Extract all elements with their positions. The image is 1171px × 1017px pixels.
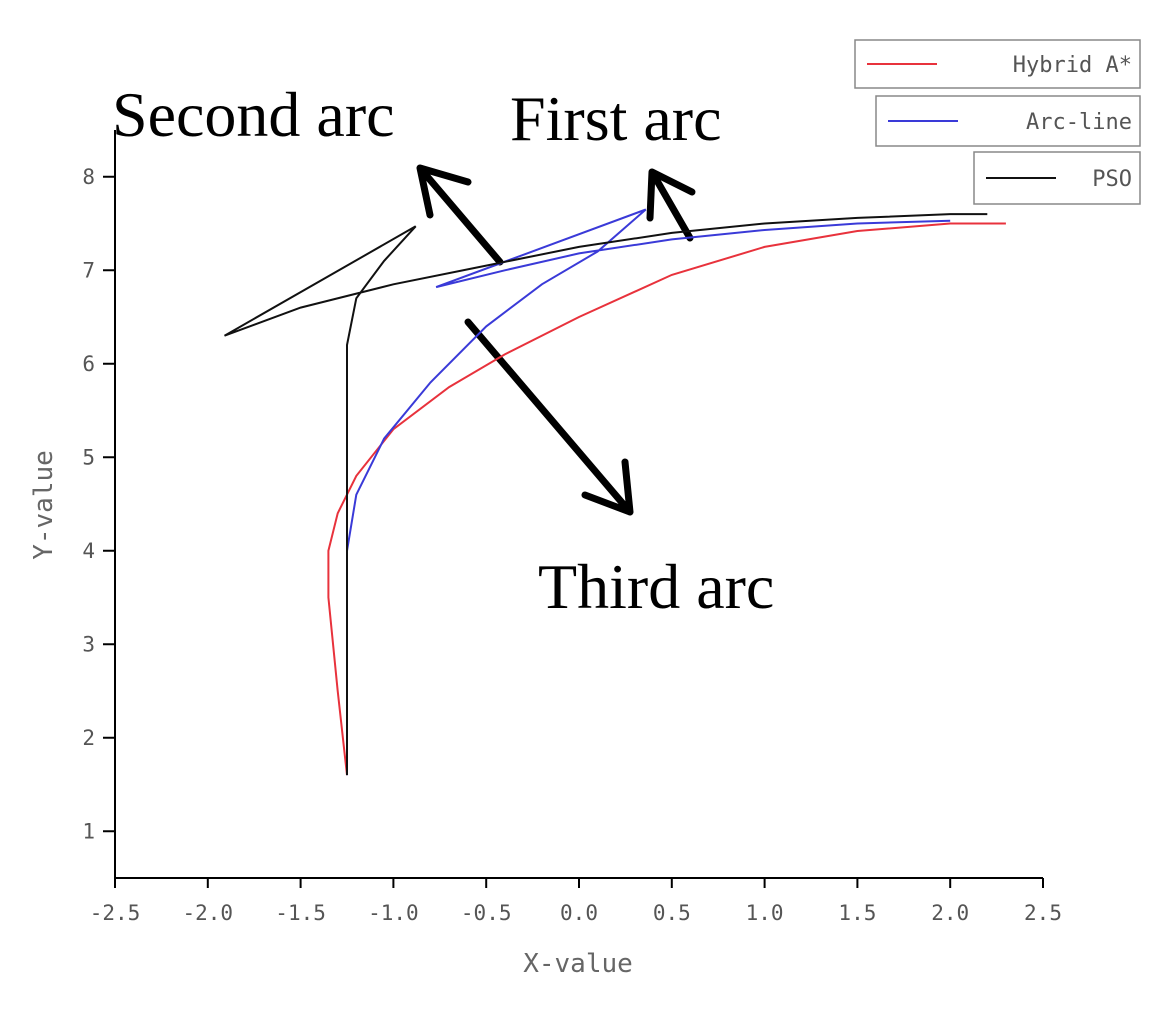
y-tick-label: 8 (82, 165, 95, 189)
x-tick-label: 1.0 (746, 901, 784, 925)
legend: Hybrid A* Arc-line PSO (854, 39, 1141, 205)
legend-label: Arc-line (1026, 110, 1132, 135)
series-line (346, 208, 951, 776)
arrow (416, 164, 504, 266)
x-tick-label: 1.5 (838, 901, 876, 925)
x-tick-label: 2.5 (1024, 901, 1062, 925)
y-tick-label: 1 (82, 819, 95, 843)
x-tick-label: -0.5 (461, 901, 512, 925)
series-line (224, 213, 988, 776)
annotation: First arc (510, 83, 722, 154)
y-axis-label: Y-value (29, 450, 59, 560)
y-tick-label: 7 (82, 258, 95, 282)
x-tick-label: -2.5 (90, 901, 141, 925)
y-tick-label: 6 (82, 352, 95, 376)
legend-label: Hybrid A* (1013, 53, 1132, 78)
x-tick-label: 0.5 (653, 901, 691, 925)
x-tick-label: -2.0 (183, 901, 234, 925)
x-axis-label: X-value (523, 949, 633, 979)
annotation: Third arc (538, 551, 774, 622)
y-tick-label: 2 (82, 726, 95, 750)
x-tick-label: 0.0 (560, 901, 598, 925)
arrow (464, 318, 634, 516)
arrow (646, 168, 696, 242)
y-tick-label: 3 (82, 632, 95, 656)
y-tick-label: 4 (82, 539, 95, 563)
annotation: Second arc (112, 79, 395, 150)
legend-label: PSO (1092, 167, 1132, 192)
x-tick-label: 2.0 (931, 901, 969, 925)
x-tick-label: -1.5 (275, 901, 326, 925)
series-line (327, 222, 1006, 776)
annotation-arrows (416, 164, 696, 516)
x-tick-label: -1.0 (368, 901, 419, 925)
y-tick-label: 5 (82, 445, 95, 469)
